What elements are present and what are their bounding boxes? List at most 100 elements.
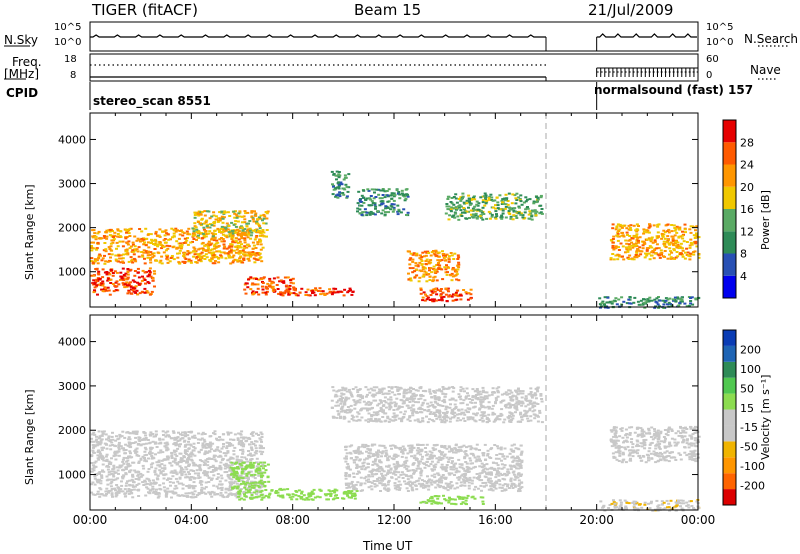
velocity-cell [197, 450, 201, 453]
power-cell [683, 228, 687, 231]
velocity-cell [173, 459, 177, 462]
power-cell [459, 205, 463, 208]
power-cell [403, 194, 407, 197]
power-cell [385, 190, 389, 192]
power-cell [133, 258, 137, 261]
power-cell [460, 197, 464, 199]
power-cell [192, 232, 196, 235]
power-cell [221, 233, 225, 236]
velocity-cell [411, 414, 415, 417]
velocity-cell [337, 412, 341, 415]
power-cell [465, 210, 469, 213]
power-cell [255, 220, 259, 223]
power-cell [484, 194, 488, 197]
velocity-cell [387, 386, 391, 389]
velocity-cell [311, 498, 315, 501]
power-cell [647, 237, 651, 240]
power-cell [446, 271, 449, 274]
velocity-cell [467, 411, 470, 414]
power-cell [229, 243, 233, 246]
velocity-cell [220, 477, 224, 480]
velocity-cell [196, 442, 200, 444]
power-cell [379, 200, 383, 203]
power-cell [125, 281, 129, 284]
power-cell [490, 213, 494, 216]
velocity-cell [154, 473, 158, 476]
velocity-cell [203, 463, 207, 466]
power-cell [233, 216, 237, 219]
power-cell [241, 233, 245, 236]
velocity-cell [445, 416, 449, 418]
power-cell [257, 223, 261, 226]
power-cell [177, 237, 181, 240]
power-cell [447, 258, 451, 261]
power-cell [267, 285, 271, 288]
velocity-cell [119, 465, 123, 468]
power-cell [271, 285, 275, 288]
power-cell [109, 245, 113, 248]
power-cell [254, 254, 258, 257]
velocity-cell [382, 404, 386, 407]
power-cell [660, 232, 664, 235]
velocity-cell [264, 494, 268, 497]
velocity-cell [259, 461, 263, 464]
power-cell [268, 277, 272, 280]
power-cell [227, 231, 231, 234]
velocity-cell [248, 443, 251, 446]
power-cell [422, 291, 426, 294]
power-cell [460, 198, 464, 201]
power-cell [222, 251, 226, 254]
power-cell [430, 290, 434, 293]
velocity-cell [464, 396, 468, 399]
velocity-cell [183, 450, 187, 453]
power-cell [273, 288, 276, 291]
velocity-cell [90, 454, 94, 457]
velocity-cell [240, 472, 244, 475]
velocity-cell [252, 491, 256, 494]
power-cell [200, 210, 204, 213]
velocity-cell [240, 459, 244, 462]
velocity-cell [347, 496, 351, 499]
power-cell [424, 293, 427, 296]
velocity-cell [147, 457, 150, 460]
power-cell [143, 241, 147, 244]
velocity-cell [153, 481, 157, 484]
power-cell [240, 243, 243, 246]
velocity-cell [247, 473, 251, 476]
power-cell [459, 199, 463, 202]
power-cell [656, 253, 660, 256]
velocity-cell [161, 470, 165, 473]
power-cell [643, 301, 647, 304]
power-cell [110, 239, 114, 242]
velocity-cell [150, 452, 154, 455]
power-cell [624, 239, 628, 242]
velocity-cell [260, 498, 264, 501]
velocity-cell [462, 399, 466, 402]
velocity-cell [485, 397, 489, 400]
power-cell [685, 305, 689, 308]
velocity-cell [187, 476, 191, 479]
velocity-cell [205, 471, 209, 474]
power-cell [456, 258, 460, 260]
velocity-cell [459, 413, 463, 416]
power-cell [130, 250, 134, 253]
power-cell [471, 207, 475, 210]
power-cell [205, 219, 209, 222]
power-cell [532, 200, 536, 203]
power-cell [650, 246, 654, 249]
power-cell [218, 217, 222, 220]
velocity-cell [229, 466, 233, 469]
power-cell [335, 178, 338, 181]
power-cell [176, 256, 180, 259]
power-cell [635, 228, 639, 231]
power-cell [370, 188, 374, 191]
velocity-cell [120, 435, 124, 438]
radar-title: TIGER (fitACF) [92, 1, 199, 19]
power-cell [614, 245, 618, 248]
velocity-cell [539, 393, 543, 395]
velocity-cell [94, 465, 98, 468]
velocity-cell [110, 493, 114, 496]
velocity-cell [249, 461, 253, 464]
power-cell [218, 231, 221, 233]
velocity-cell [193, 490, 197, 493]
